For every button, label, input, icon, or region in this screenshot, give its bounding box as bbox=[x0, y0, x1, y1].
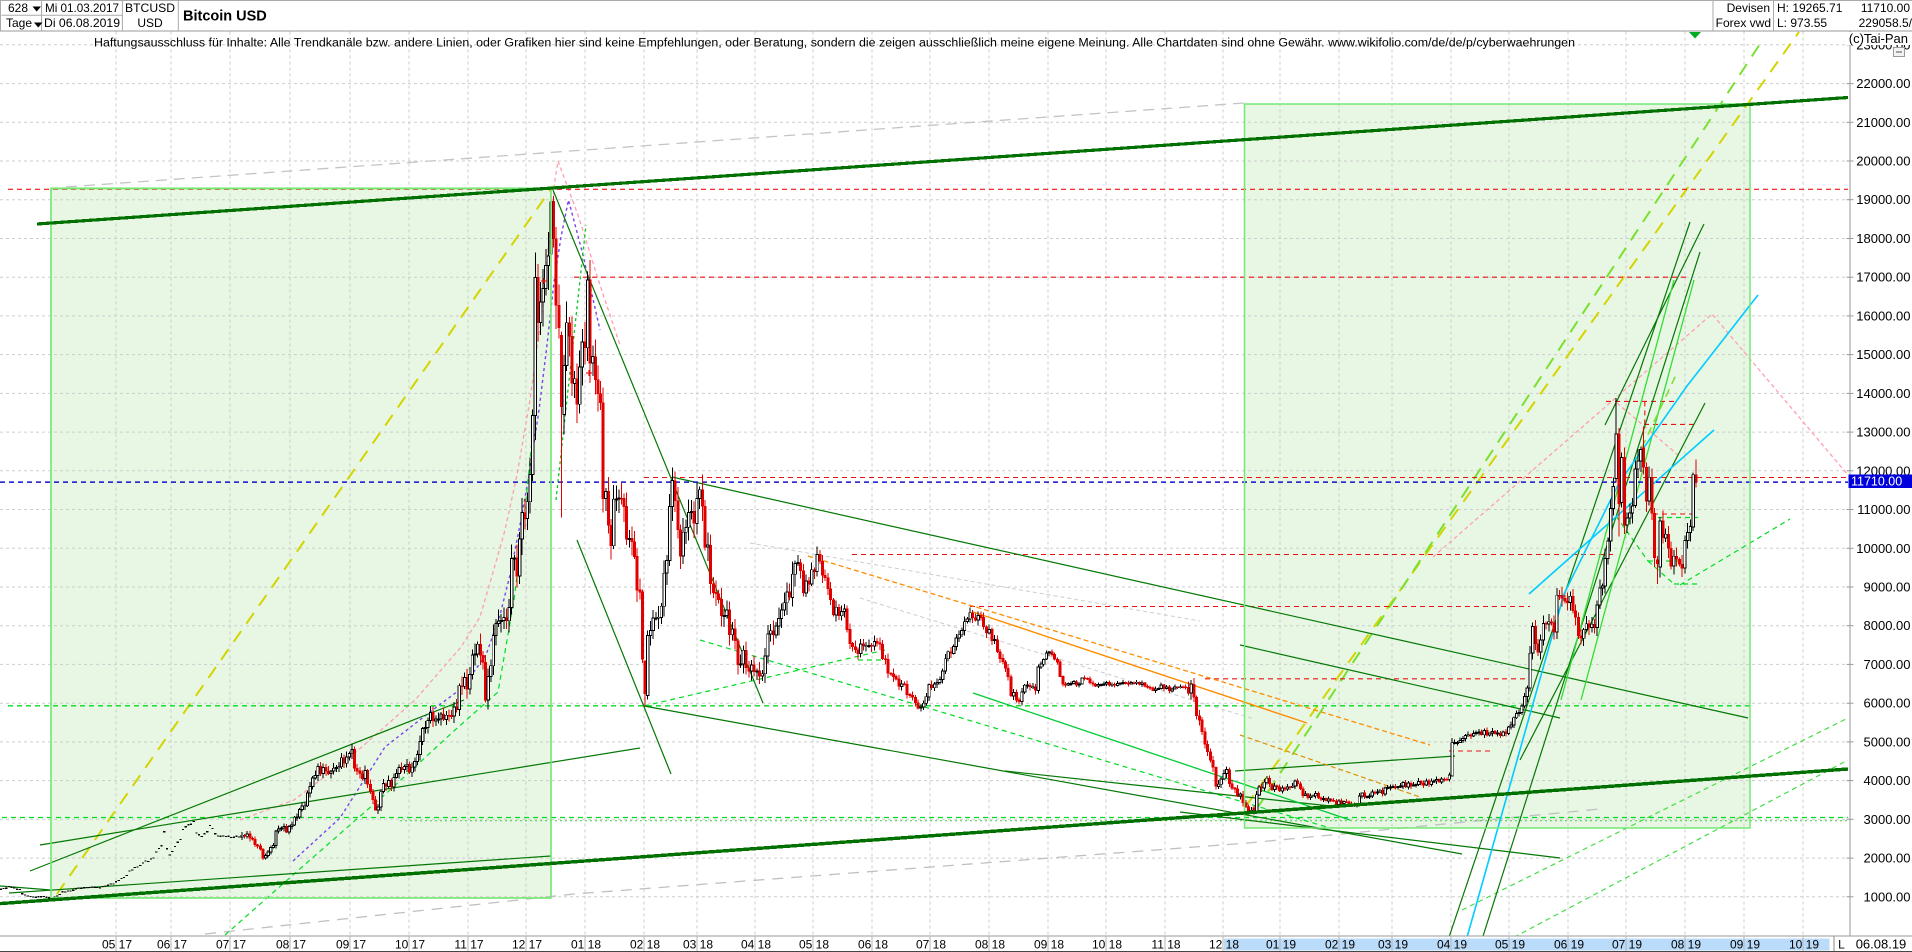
svg-text:Mi 01.03.2017: Mi 01.03.2017 bbox=[45, 1, 119, 15]
svg-text:03 19: 03 19 bbox=[1378, 938, 1408, 952]
svg-text:06 17: 06 17 bbox=[157, 938, 187, 952]
svg-text:11000.00: 11000.00 bbox=[1857, 502, 1910, 517]
svg-text:Bitcoin USD: Bitcoin USD bbox=[183, 9, 267, 25]
svg-text:17000.00: 17000.00 bbox=[1856, 270, 1910, 285]
svg-text:15000.00: 15000.00 bbox=[1856, 347, 1910, 362]
svg-text:05 19: 05 19 bbox=[1495, 938, 1525, 952]
svg-text:11710.00: 11710.00 bbox=[1851, 475, 1902, 489]
svg-text:6000.00: 6000.00 bbox=[1864, 696, 1911, 711]
svg-text:3000.00: 3000.00 bbox=[1864, 812, 1911, 827]
svg-text:19000.00: 19000.00 bbox=[1856, 192, 1910, 207]
svg-text:04 18: 04 18 bbox=[741, 938, 771, 952]
svg-text:4000.00: 4000.00 bbox=[1864, 773, 1911, 788]
svg-text:12 18: 12 18 bbox=[1209, 938, 1239, 952]
svg-text:Forex vwd: Forex vwd bbox=[1716, 16, 1771, 30]
svg-text:06.08.19: 06.08.19 bbox=[1856, 937, 1907, 952]
svg-text:08 17: 08 17 bbox=[276, 938, 306, 952]
svg-text:10 18: 10 18 bbox=[1092, 938, 1122, 952]
svg-text:21000.00: 21000.00 bbox=[1856, 115, 1910, 130]
svg-text:10 17: 10 17 bbox=[395, 938, 425, 952]
svg-text:5000.00: 5000.00 bbox=[1864, 734, 1911, 749]
svg-text:10 19: 10 19 bbox=[1789, 938, 1819, 952]
svg-text:05 18: 05 18 bbox=[799, 938, 829, 952]
svg-text:BTCUSD: BTCUSD bbox=[125, 1, 175, 15]
svg-text:01 19: 01 19 bbox=[1266, 938, 1296, 952]
svg-text:02 18: 02 18 bbox=[630, 938, 660, 952]
svg-text:(c)Tai-Pan: (c)Tai-Pan bbox=[1849, 31, 1908, 46]
svg-text:L: 973.55: L: 973.55 bbox=[1777, 16, 1827, 30]
svg-text:229058.5/: 229058.5/ bbox=[1859, 16, 1912, 30]
svg-text:07 18: 07 18 bbox=[916, 938, 946, 952]
svg-text:Tage: Tage bbox=[6, 16, 32, 30]
svg-text:11710.00: 11710.00 bbox=[1861, 1, 1910, 15]
svg-text:8000.00: 8000.00 bbox=[1864, 618, 1911, 633]
svg-text:1000.00: 1000.00 bbox=[1864, 889, 1911, 904]
svg-text:02 19: 02 19 bbox=[1325, 938, 1355, 952]
svg-text:L: L bbox=[1838, 938, 1845, 952]
svg-text:11 17: 11 17 bbox=[454, 938, 483, 952]
svg-text:09 19: 09 19 bbox=[1730, 938, 1760, 952]
svg-text:07 17: 07 17 bbox=[216, 938, 246, 952]
svg-text:13000.00: 13000.00 bbox=[1856, 425, 1910, 440]
svg-text:9000.00: 9000.00 bbox=[1864, 580, 1911, 595]
svg-text:01 18: 01 18 bbox=[571, 938, 601, 952]
svg-text:7000.00: 7000.00 bbox=[1864, 657, 1911, 672]
svg-text:10000.00: 10000.00 bbox=[1856, 541, 1910, 556]
svg-text:03 18: 03 18 bbox=[683, 938, 713, 952]
svg-text:628: 628 bbox=[8, 1, 28, 15]
svg-text:14000.00: 14000.00 bbox=[1856, 386, 1910, 401]
svg-text:16000.00: 16000.00 bbox=[1856, 308, 1910, 323]
svg-text:22000.00: 22000.00 bbox=[1856, 76, 1910, 91]
svg-text:12 17: 12 17 bbox=[512, 938, 542, 952]
svg-text:06 19: 06 19 bbox=[1554, 938, 1584, 952]
svg-text:18000.00: 18000.00 bbox=[1856, 231, 1910, 246]
svg-text:09 17: 09 17 bbox=[336, 938, 366, 952]
svg-text:Di 06.08.2019: Di 06.08.2019 bbox=[44, 16, 120, 30]
svg-text:20000.00: 20000.00 bbox=[1856, 154, 1910, 169]
svg-text:08 19: 08 19 bbox=[1671, 938, 1701, 952]
svg-text:USD: USD bbox=[137, 16, 163, 30]
svg-text:H: 19265.71: H: 19265.71 bbox=[1777, 1, 1843, 15]
svg-text:Devisen: Devisen bbox=[1727, 1, 1770, 15]
svg-text:04 19: 04 19 bbox=[1437, 938, 1467, 952]
svg-text:08 18: 08 18 bbox=[975, 938, 1005, 952]
svg-text:11 18: 11 18 bbox=[1151, 938, 1180, 952]
svg-text:06 18: 06 18 bbox=[858, 938, 888, 952]
svg-text:09 18: 09 18 bbox=[1034, 938, 1064, 952]
svg-text:07 19: 07 19 bbox=[1612, 938, 1642, 952]
svg-text:2000.00: 2000.00 bbox=[1864, 851, 1911, 866]
svg-text:Haftungsausschluss für Inhalte: Haftungsausschluss für Inhalte: Alle Tre… bbox=[94, 38, 1575, 50]
svg-text:05 17: 05 17 bbox=[102, 938, 132, 952]
